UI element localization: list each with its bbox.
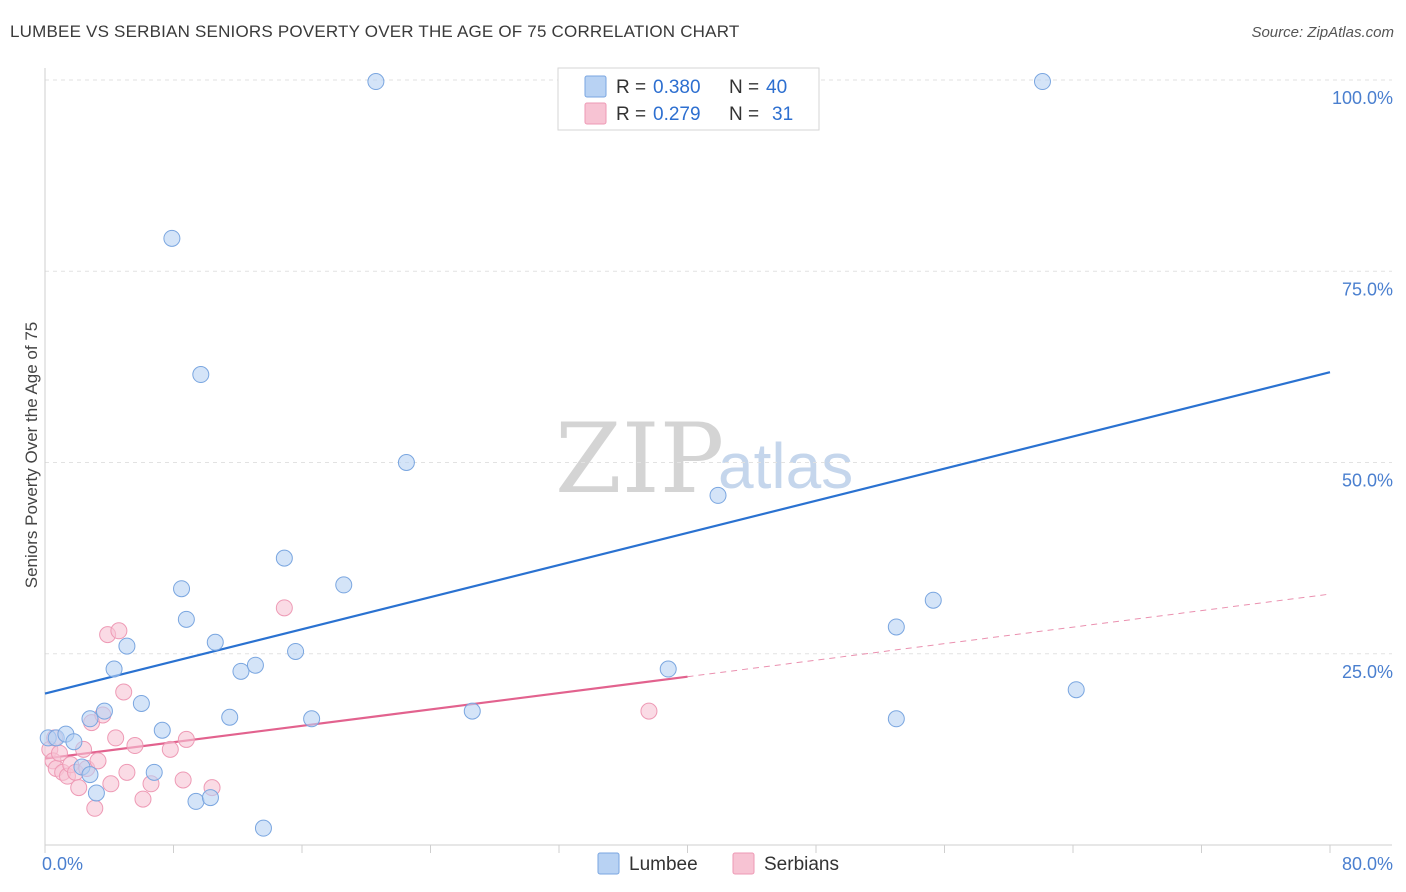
y-axis-title: Seniors Poverty Over the Age of 75 — [22, 322, 41, 588]
lumbee-point — [163, 229, 181, 247]
lumbee-point — [118, 637, 136, 655]
bottom-legend-swatch-lumbee — [597, 852, 620, 875]
watermark: ZIP atlas — [555, 403, 853, 515]
lumbee-point — [81, 766, 99, 784]
legend-r-value-lumbee: 0.380 — [653, 77, 701, 98]
lumbee-point — [153, 721, 171, 739]
trend-lines — [44, 371, 1331, 760]
legend-r-label-serbians: R = — [616, 104, 646, 125]
lumbee-point — [232, 662, 250, 680]
source-label: Source: ZipAtlas.com — [1251, 24, 1394, 41]
watermark-atlas: atlas — [718, 430, 853, 502]
lumbee-point — [65, 733, 83, 751]
serbians-point — [86, 799, 104, 817]
lumbee-point — [87, 784, 105, 802]
serbians-points — [41, 599, 658, 817]
lumbee-point — [95, 702, 113, 720]
serbians-trend-line — [44, 675, 688, 760]
y-tick-label: 75.0% — [1342, 279, 1393, 299]
lumbee-point — [254, 819, 272, 837]
gridlines — [45, 79, 1392, 655]
watermark-zip: ZIP — [555, 403, 724, 515]
legend-r-value-serbians: 0.279 — [653, 104, 701, 125]
lumbee-point — [81, 710, 99, 728]
serbians-point — [275, 599, 293, 617]
lumbee-point — [105, 660, 123, 678]
lumbee-point — [1067, 681, 1085, 699]
lumbee-point — [221, 708, 239, 726]
serbians-point — [70, 779, 88, 797]
serbians-point — [134, 790, 152, 808]
y-tick-labels: 25.0% 50.0% 75.0% 100.0% — [1332, 88, 1393, 682]
y-tick-label: 50.0% — [1342, 471, 1393, 491]
lumbee-point — [192, 366, 210, 384]
axes — [44, 68, 1392, 853]
lumbee-point — [145, 763, 163, 781]
x-tick-label: 80.0% — [1342, 854, 1393, 874]
serbians-point — [115, 683, 133, 701]
serbians-point — [161, 740, 179, 758]
lumbee-point — [924, 591, 942, 609]
lumbee-point — [367, 73, 385, 91]
legend-r-label-lumbee: R = — [616, 77, 646, 98]
bottom-legend-label-lumbee: Lumbee — [629, 854, 698, 875]
lumbee-point — [132, 694, 150, 712]
serbians-point — [118, 763, 136, 781]
lumbee-point — [463, 702, 481, 720]
legend-n-label-serbians: N = — [729, 104, 759, 125]
lumbee-point — [709, 486, 727, 504]
lumbee-point — [177, 610, 195, 628]
lumbee-point — [1033, 73, 1051, 91]
serbians-point — [126, 737, 144, 755]
lumbee-trend-line — [44, 371, 1331, 695]
x-tick-labels: 0.0% 80.0% — [42, 854, 1393, 874]
legend-swatch-serbians — [584, 102, 607, 125]
lumbee-point — [287, 642, 305, 660]
bottom-legend-swatch-serbians — [732, 852, 755, 875]
chart-title: LUMBEE VS SERBIAN SENIORS POVERTY OVER T… — [10, 22, 740, 41]
legend-swatch-lumbee — [584, 75, 607, 98]
lumbee-point — [303, 710, 321, 728]
lumbee-point — [887, 710, 905, 728]
y-tick-label: 25.0% — [1342, 662, 1393, 682]
serbians-point — [89, 752, 107, 770]
legend-n-value-serbians: 31 — [772, 104, 793, 125]
lumbee-point — [887, 618, 905, 636]
lumbee-point — [201, 789, 219, 807]
legend-n-value-lumbee: 40 — [766, 77, 787, 98]
correlation-legend: R = 0.380 N = 40 R = 0.279 N = 31 — [557, 67, 820, 131]
lumbee-point — [173, 580, 191, 598]
serbians-point — [177, 730, 195, 748]
serbians-point — [102, 775, 120, 793]
serbians-point — [174, 771, 192, 789]
serbians-trend-extension — [687, 593, 1331, 678]
lumbee-point — [335, 576, 353, 594]
serbians-point — [110, 622, 128, 640]
y-tick-label: 100.0% — [1332, 88, 1393, 108]
lumbee-points — [39, 73, 1085, 837]
x-tick-label: 0.0% — [42, 854, 83, 874]
lumbee-point — [659, 660, 677, 678]
lumbee-point — [246, 656, 264, 674]
lumbee-point — [187, 792, 205, 810]
series-legend: Lumbee Serbians — [597, 852, 839, 875]
lumbee-point — [397, 454, 415, 471]
legend-n-label-lumbee: N = — [729, 77, 759, 98]
serbians-point — [107, 729, 125, 747]
lumbee-point — [275, 549, 293, 567]
lumbee-point — [206, 633, 224, 651]
serbians-point — [640, 702, 658, 720]
bottom-legend-label-serbians: Serbians — [764, 854, 839, 875]
